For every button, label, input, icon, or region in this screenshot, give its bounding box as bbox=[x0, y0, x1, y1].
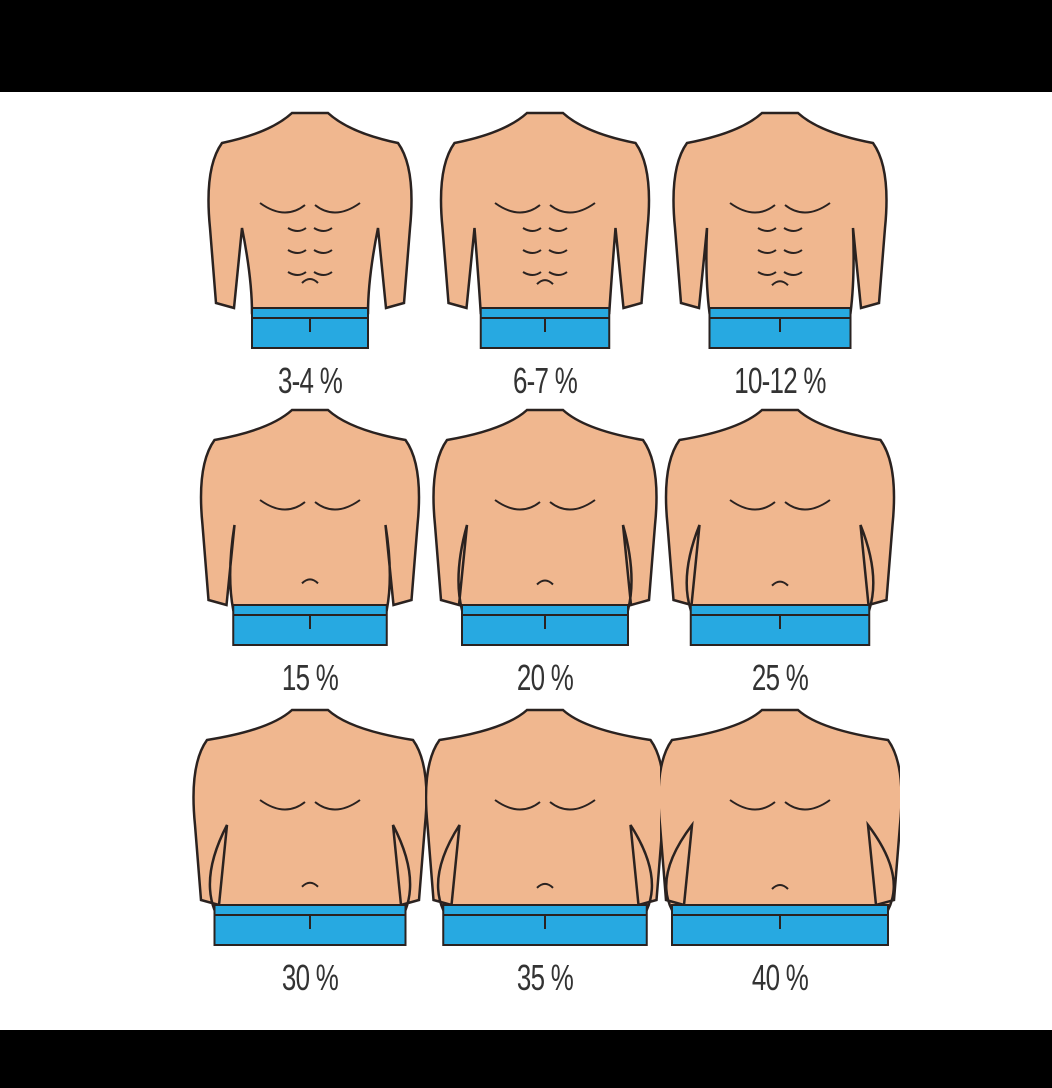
figure-2: 6-7 % bbox=[425, 108, 665, 408]
torso bbox=[439, 111, 651, 315]
figure-7: 30 % bbox=[190, 705, 430, 1005]
torso-illustration bbox=[664, 408, 896, 646]
body-fat-label: 35 % bbox=[516, 957, 574, 998]
torso-illustration bbox=[432, 408, 658, 646]
figure-5: 20 % bbox=[425, 405, 665, 705]
torso bbox=[664, 408, 896, 612]
torso-illustration bbox=[199, 408, 421, 646]
figure-1: 3-4 % bbox=[190, 108, 430, 408]
body-fat-label: 3-4 % bbox=[277, 360, 343, 401]
torso bbox=[192, 708, 428, 912]
torso bbox=[207, 111, 413, 315]
figure-6: 25 % bbox=[660, 405, 900, 705]
body-fat-label: 30 % bbox=[281, 957, 339, 998]
torso-illustration bbox=[439, 111, 651, 349]
body-fat-label: 20 % bbox=[516, 657, 574, 698]
torso-illustration bbox=[425, 708, 665, 946]
torso bbox=[672, 111, 888, 315]
figure-8: 35 % bbox=[425, 705, 665, 1005]
body-fat-label: 10-12 % bbox=[734, 360, 826, 401]
body-fat-label: 6-7 % bbox=[512, 360, 578, 401]
torso bbox=[425, 708, 665, 912]
body-fat-label: 15 % bbox=[281, 657, 339, 698]
torso-illustration bbox=[672, 111, 888, 349]
figure-9: 40 % bbox=[660, 705, 900, 1005]
torso bbox=[660, 708, 900, 912]
torso-illustration bbox=[207, 111, 413, 349]
figure-3: 10-12 % bbox=[660, 108, 900, 408]
figure-4: 15 % bbox=[190, 405, 430, 705]
torso-illustration bbox=[660, 708, 900, 946]
body-fat-label: 40 % bbox=[751, 957, 809, 998]
body-fat-label: 25 % bbox=[751, 657, 809, 698]
torso-illustration bbox=[192, 708, 428, 946]
